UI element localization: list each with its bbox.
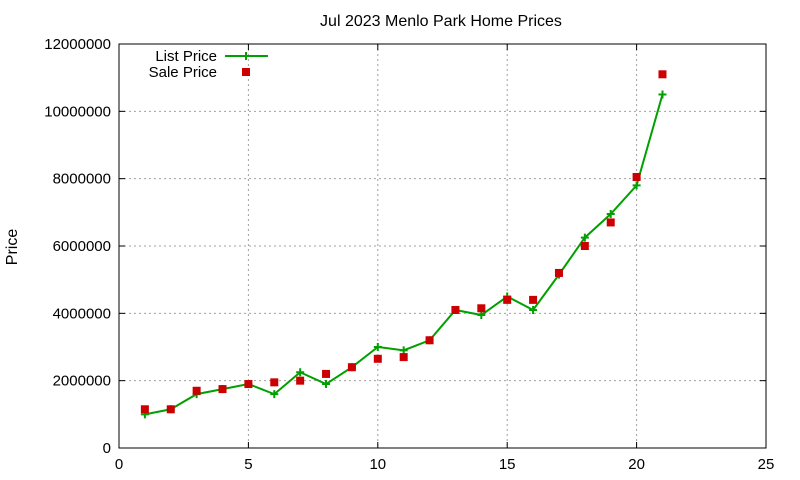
sale-price-point [477, 304, 486, 313]
y-tick-label: 12000000 [44, 36, 111, 53]
legend-label-list-price: List Price [155, 48, 217, 65]
sale-price-point [270, 378, 279, 387]
x-tick-label: 0 [115, 456, 123, 473]
sale-price-point [140, 405, 149, 414]
sale-price-point [192, 386, 201, 395]
series [140, 70, 667, 419]
series-line-list-price [144, 94, 664, 416]
sale-price-point [503, 295, 512, 304]
y-tick-label: 0 [103, 440, 111, 457]
sale-price-point [166, 405, 175, 414]
sale-price-point [347, 363, 356, 372]
list-price-point [529, 305, 538, 314]
plot-frame [118, 43, 767, 449]
legend: List Price Sale Price [149, 48, 268, 81]
x-tick-label: 20 [628, 456, 645, 473]
x-tick-label: 10 [369, 456, 386, 473]
legend-marker-list-price [242, 52, 250, 60]
sale-price-point [322, 369, 331, 378]
grid [119, 44, 766, 448]
y-tick-label: 8000000 [53, 171, 111, 188]
sale-price-point [632, 172, 641, 181]
legend-marker-sale-price [242, 68, 250, 76]
sale-price-point [425, 336, 434, 345]
list-price-point [296, 368, 305, 377]
x-tick-label: 25 [758, 456, 775, 473]
sale-price-point [373, 354, 382, 363]
list-price-point [322, 380, 331, 389]
list-price-point [606, 210, 615, 219]
sale-price-point [554, 268, 563, 277]
y-axis-label: Price [4, 229, 21, 266]
chart-title: Jul 2023 Menlo Park Home Prices [320, 13, 562, 30]
axis-ticks: 0 5 10 15 20 25 0 2000000 4000000 6000000 8000000 1… [44, 36, 774, 473]
sale-price-point [580, 242, 589, 250]
x-tick-label: 15 [499, 456, 516, 473]
sale-price-point [399, 353, 408, 362]
y-tick-label: 6000000 [53, 238, 111, 255]
y-tick-label: 10000000 [44, 103, 111, 120]
list-price-point [399, 346, 408, 355]
sale-price-point [658, 70, 667, 79]
sale-price-point [218, 385, 227, 394]
sale-price-point [606, 218, 615, 227]
list-price-point [658, 90, 667, 99]
legend-label-sale-price: Sale Price [149, 64, 217, 81]
x-tick-label: 5 [244, 456, 252, 473]
list-price-point [477, 311, 486, 320]
list-price-point [580, 233, 589, 242]
y-tick-label: 4000000 [53, 305, 111, 322]
sale-price-point [529, 295, 538, 304]
list-price-point [373, 343, 382, 351]
list-price-point [270, 390, 279, 399]
list-price-point [632, 181, 641, 190]
y-tick-label: 2000000 [53, 373, 111, 390]
sale-price-point [296, 376, 305, 385]
sale-price-point [244, 380, 253, 389]
sale-price-point [451, 305, 460, 314]
